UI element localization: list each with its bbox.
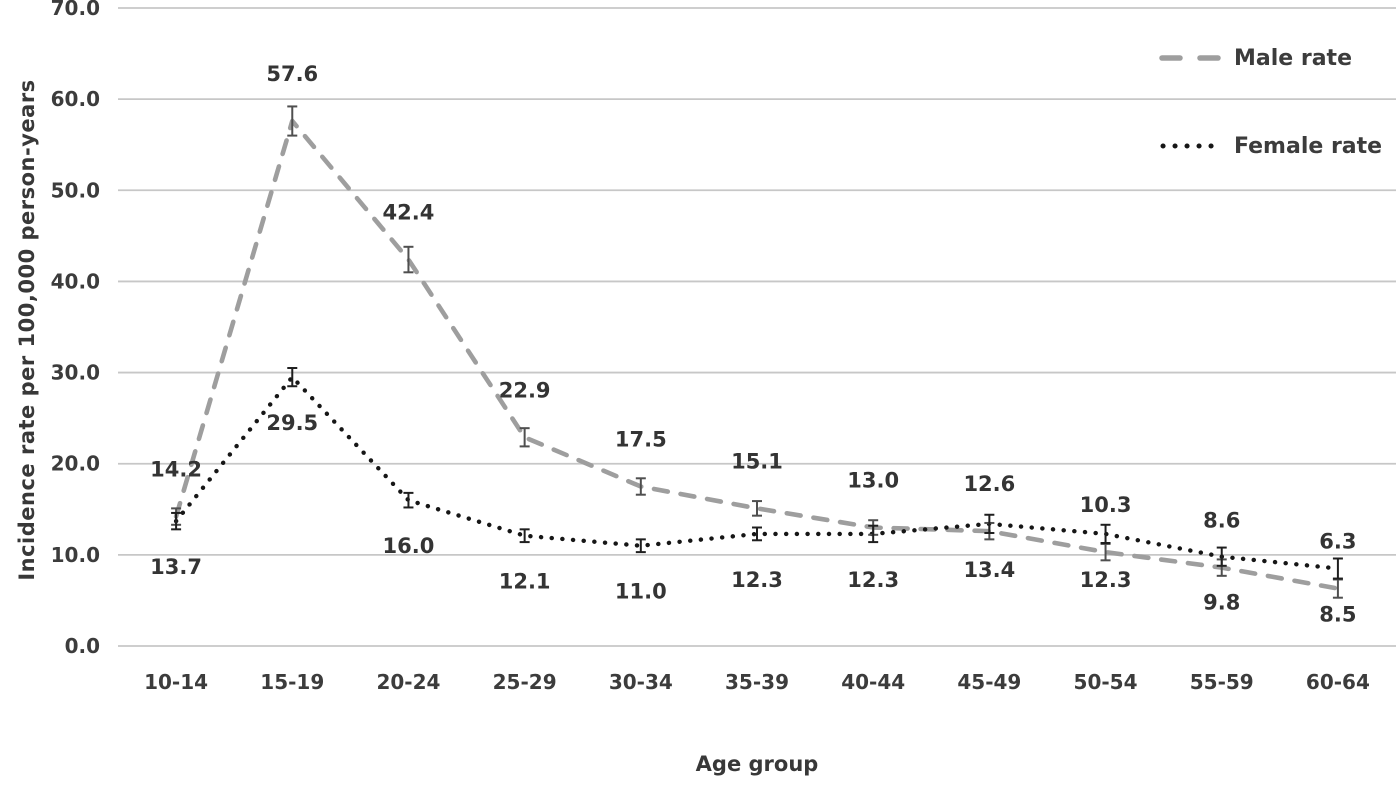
error-bar bbox=[752, 500, 762, 517]
data-label-female: 16.0 bbox=[383, 534, 435, 558]
x-tick-label: 55-59 bbox=[1190, 670, 1254, 694]
data-label-female: 11.0 bbox=[615, 580, 667, 604]
data-label-female: 12.3 bbox=[847, 568, 899, 592]
error-bar bbox=[287, 105, 298, 137]
male-rate-line bbox=[173, 118, 1341, 591]
x-tick-label: 15-19 bbox=[260, 670, 324, 694]
data-label-male: 10.3 bbox=[1080, 493, 1132, 517]
y-tick-label: 40.0 bbox=[51, 269, 100, 293]
y-tick-label: 0.0 bbox=[65, 634, 100, 658]
error-bar bbox=[171, 511, 182, 531]
error-bar bbox=[1216, 546, 1227, 567]
legend-item-female: Female rate bbox=[1158, 128, 1394, 164]
data-label-female: 12.1 bbox=[499, 570, 551, 594]
error-bar bbox=[1332, 557, 1343, 580]
error-bar bbox=[635, 538, 646, 554]
data-label-male: 57.6 bbox=[266, 62, 318, 86]
x-tick-label: 10-14 bbox=[144, 670, 208, 694]
error-bar bbox=[868, 524, 879, 544]
x-axis-title: Age group bbox=[695, 752, 819, 776]
x-tick-label: 50-54 bbox=[1074, 670, 1138, 694]
data-label-male: 15.1 bbox=[731, 449, 783, 473]
data-label-female: 13.7 bbox=[150, 555, 202, 579]
data-label-female: 29.5 bbox=[266, 411, 318, 435]
y-tick-label: 50.0 bbox=[51, 178, 100, 202]
error-bar bbox=[287, 367, 298, 388]
legend-label-male: Male rate bbox=[1234, 45, 1352, 71]
data-label-male: 22.9 bbox=[499, 378, 551, 402]
x-tick-label: 60-64 bbox=[1306, 670, 1370, 694]
y-tick-label: 20.0 bbox=[51, 452, 100, 476]
x-tick-label: 35-39 bbox=[725, 670, 789, 694]
y-tick-label: 10.0 bbox=[51, 543, 100, 567]
x-tick-label: 20-24 bbox=[376, 670, 440, 694]
female-rate-legend-marker bbox=[1160, 143, 1218, 149]
error-bar bbox=[403, 491, 414, 509]
x-tick-label: 25-29 bbox=[493, 670, 557, 694]
data-label-female: 8.5 bbox=[1319, 603, 1356, 627]
error-bar bbox=[635, 477, 646, 496]
data-label-female: 12.3 bbox=[1080, 568, 1132, 592]
y-tick-label: 70.0 bbox=[51, 0, 100, 20]
error-bar bbox=[403, 245, 414, 274]
data-label-female: 9.8 bbox=[1203, 591, 1240, 615]
legend: Male rate Female rate bbox=[1158, 40, 1394, 216]
y-tick-label: 60.0 bbox=[51, 87, 100, 111]
y-tick-label: 30.0 bbox=[51, 361, 100, 385]
x-tick-label: 45-49 bbox=[957, 670, 1021, 694]
legend-label-female: Female rate bbox=[1234, 133, 1383, 159]
error-bar bbox=[1100, 523, 1111, 545]
data-label-male: 17.5 bbox=[615, 428, 667, 452]
error-bar bbox=[752, 526, 762, 542]
data-label-male: 13.0 bbox=[847, 469, 899, 493]
x-tick-label: 30-34 bbox=[609, 670, 673, 694]
error-bar bbox=[984, 513, 995, 534]
data-label-male: 42.4 bbox=[383, 201, 435, 225]
data-label-male: 12.6 bbox=[963, 472, 1015, 496]
y-axis-title: Incidence rate per 100,000 person-years bbox=[15, 79, 39, 581]
data-label-female: 13.4 bbox=[963, 558, 1015, 582]
error-bar bbox=[519, 427, 530, 448]
data-label-male: 6.3 bbox=[1319, 530, 1356, 554]
data-label-male: 8.6 bbox=[1203, 509, 1240, 533]
data-label-male: 14.2 bbox=[150, 458, 202, 482]
legend-item-male: Male rate bbox=[1158, 40, 1394, 76]
data-label-female: 12.3 bbox=[731, 568, 783, 592]
male-rate-legend-marker bbox=[1159, 55, 1223, 61]
x-tick-label: 40-44 bbox=[841, 670, 905, 694]
error-bar bbox=[519, 528, 530, 544]
female-rate-line bbox=[173, 374, 1341, 571]
